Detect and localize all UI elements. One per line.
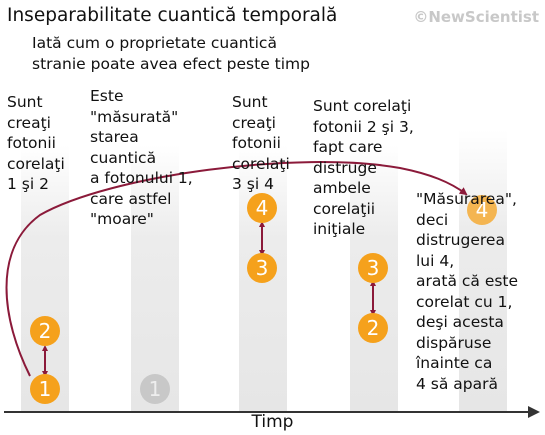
step-2-text: Este "măsurată" starea cuantică a fotonu… [90,87,193,228]
photon-2-correlated: 2 [358,313,388,343]
time-column-5 [459,130,507,412]
photon-1-measured: 1 [140,374,170,404]
photon-1-label: 1 [39,377,52,401]
photon-2-label: 2 [39,319,52,343]
time-axis-label: Timp [251,412,294,432]
photon-3-correlated: 3 [358,253,388,283]
diagram-subtitle: Iată cum o proprietate cuantică stranie … [32,34,310,73]
photon-2-correlated-label: 2 [367,316,380,340]
time-axis-arrowhead [528,406,540,418]
correlation-curve [5,161,468,377]
brand-logo: ©NewScientist [413,8,539,26]
step-1-text: Sunt creaţi fotonii corelaţi 1 şi 2 [7,93,65,193]
photon-1-measured-label: 1 [149,377,162,401]
photon-1: 1 [30,374,60,404]
photon-4-measured-label: 4 [476,198,489,222]
photon-3: 3 [247,253,277,283]
photon-3-correlated-label: 3 [367,256,380,280]
photon-4-measured: 4 [467,195,497,225]
photon-3-label: 3 [256,256,269,280]
photon-4-label: 4 [256,196,269,220]
step-5-text: "Măsurarea", deci distrugerea lui 4, ara… [416,190,519,393]
time-column-2 [131,145,179,412]
step-4-text: Sunt corelaţi fotonii 2 şi 3, fapt care … [313,97,414,238]
photon-2: 2 [30,316,60,346]
photon-4: 4 [247,193,277,223]
step-3-text: Sunt creaţi fotonii corelaţi 3 şi 4 [232,93,290,193]
diagram-title: Inseparabilitate cuantică temporală [7,5,338,26]
